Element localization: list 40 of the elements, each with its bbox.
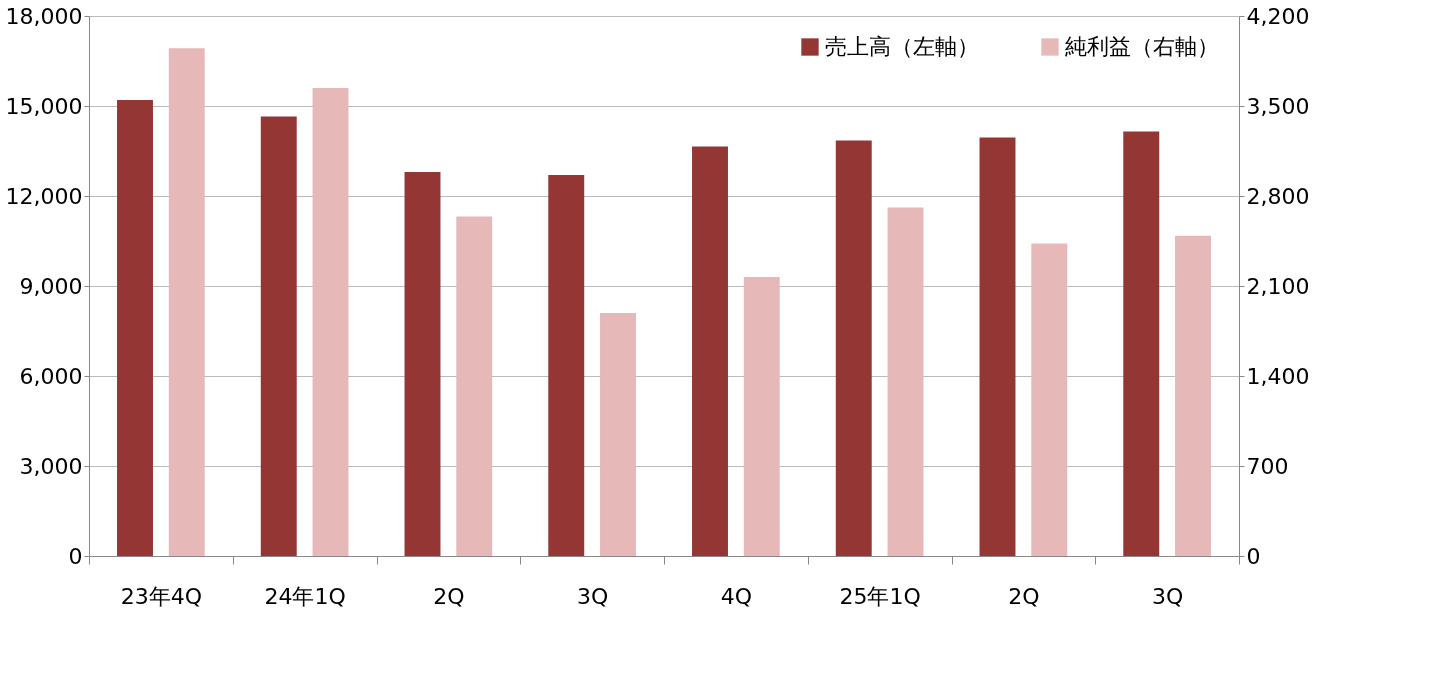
x-tick-label: 4Q <box>720 583 753 609</box>
x-tick-label: 3Q <box>576 583 609 609</box>
y2-tick-label: 2,800 <box>1246 183 1310 209</box>
y2-tick-label: 4,200 <box>1246 3 1310 29</box>
bar <box>692 146 728 556</box>
bar <box>456 216 493 556</box>
y-tick-label: 12,000 <box>5 183 83 209</box>
y-tick-label: 6,000 <box>19 363 83 389</box>
bar <box>835 140 872 556</box>
bar <box>117 100 153 556</box>
y2-tick-label: 700 <box>1246 453 1289 479</box>
bar <box>168 48 205 556</box>
x-tick-label: 2Q <box>433 583 465 609</box>
x-tick-label: 24年1Q <box>264 583 346 609</box>
y2-tick-label: 3,500 <box>1246 93 1310 119</box>
x-tick-label: 3Q <box>1151 583 1184 609</box>
x-tick-label: 25年1Q <box>839 583 921 609</box>
bar <box>312 88 349 556</box>
bar <box>548 175 585 556</box>
x-tick-label: 2Q <box>1008 583 1040 609</box>
bar <box>979 137 1016 556</box>
legend-label: 売上高（左軸） <box>825 34 979 59</box>
bar <box>743 277 780 556</box>
x-tick-label: 23年4Q <box>120 583 203 609</box>
y-tick-label: 18,000 <box>5 3 83 29</box>
bar <box>1175 235 1211 556</box>
y2-tick-label: 2,100 <box>1246 273 1310 299</box>
legend-label: 純利益（右軸） <box>1065 34 1219 59</box>
bar <box>404 172 441 556</box>
y2-tick-label: 1,400 <box>1246 363 1310 389</box>
y-tick-label: 15,000 <box>5 93 83 119</box>
y-tick-label: 0 <box>68 543 83 569</box>
bar <box>260 116 297 556</box>
bar <box>600 313 636 556</box>
bar <box>1031 243 1068 556</box>
y2-tick-label: 0 <box>1246 543 1261 569</box>
y-tick-label: 9,000 <box>19 273 83 299</box>
bar <box>887 207 924 556</box>
bar <box>1123 131 1160 556</box>
y-tick-label: 3,000 <box>19 453 83 479</box>
